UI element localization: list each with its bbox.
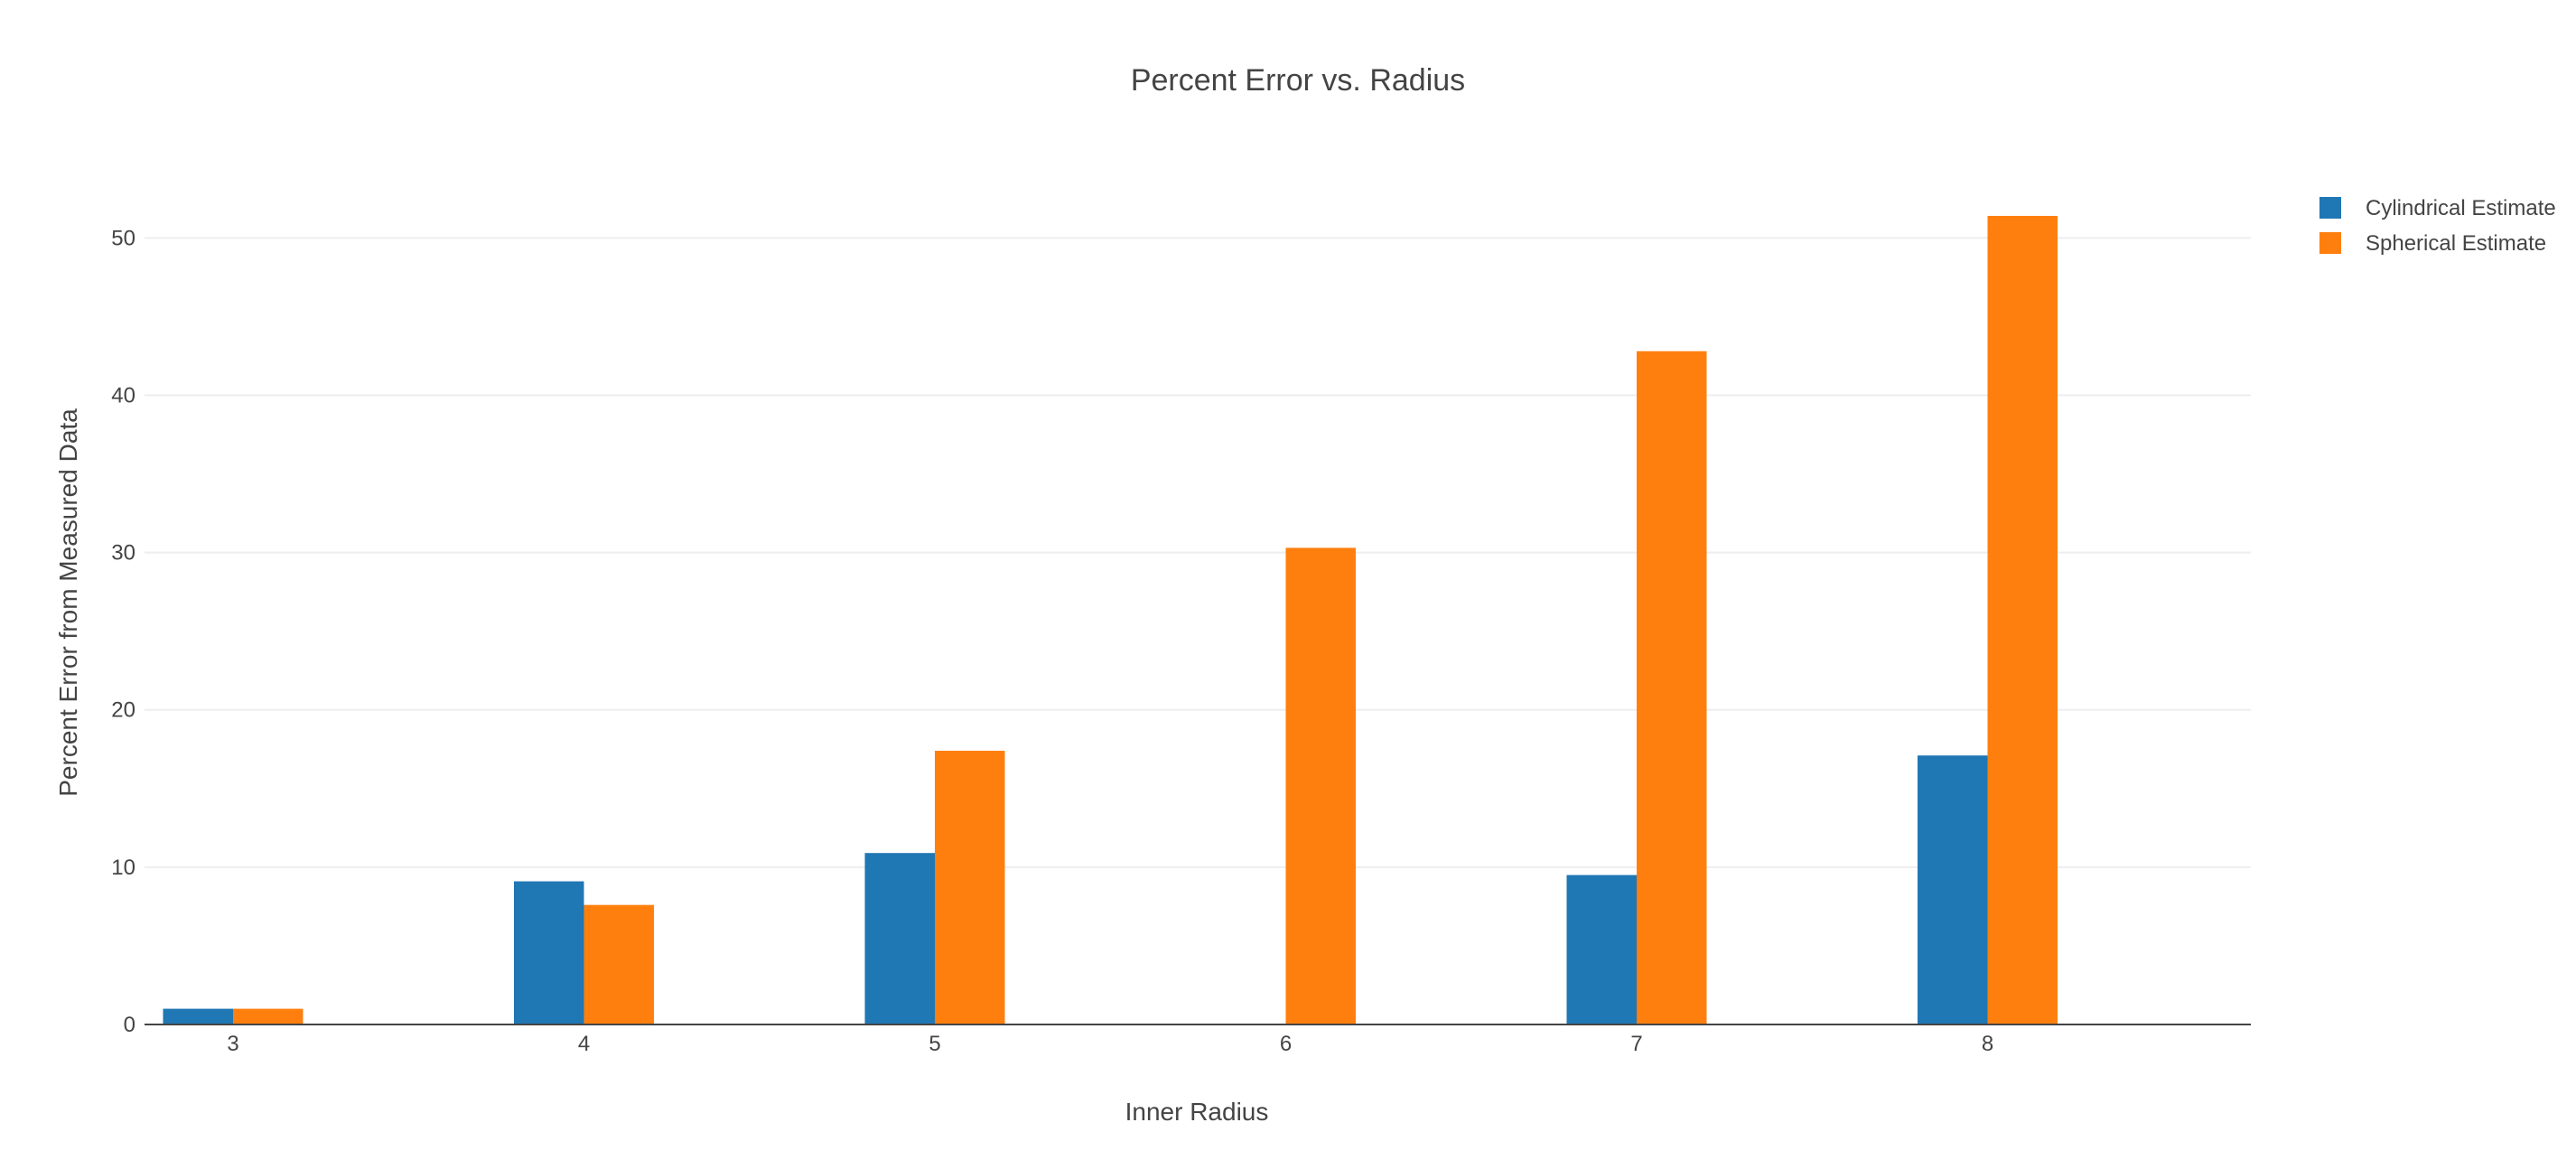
bar-spherical-estimate-8 — [1987, 215, 2058, 1025]
legend-swatch-cylindrical-estimate[interactable] — [2319, 197, 2341, 219]
gridlines — [145, 237, 2251, 868]
bar-cylindrical-estimate-3 — [163, 1008, 233, 1024]
bar-spherical-estimate-7 — [1637, 351, 1707, 1024]
y-tick-label-10: 10 — [111, 856, 135, 880]
x-axis-title: Inner Radius — [1125, 1098, 1269, 1126]
chart-title: Percent Error vs. Radius — [1131, 63, 1465, 98]
bar-cylindrical-estimate-8 — [1918, 755, 1988, 1024]
bars — [163, 215, 2058, 1025]
y-tick-label-30: 30 — [111, 541, 135, 566]
legend: Cylindrical Estimate Spherical Estimate — [2319, 196, 2556, 256]
y-tick-label-50: 50 — [111, 226, 135, 250]
y-axis-title: Percent Error from Measured Data — [54, 408, 82, 797]
x-tick-label-3: 3 — [227, 1032, 238, 1056]
y-tick-label-20: 20 — [111, 698, 135, 723]
x-tick-labels: 3 4 5 6 7 8 — [227, 1032, 1993, 1056]
bar-cylindrical-estimate-7 — [1566, 875, 1637, 1024]
bar-spherical-estimate-6 — [1285, 547, 1356, 1024]
x-tick-label-5: 5 — [929, 1032, 940, 1056]
bar-spherical-estimate-3 — [233, 1008, 303, 1024]
legend-label-cylindrical-estimate[interactable]: Cylindrical Estimate — [2366, 196, 2556, 220]
legend-label-spherical-estimate[interactable]: Spherical Estimate — [2366, 231, 2546, 256]
y-tick-label-40: 40 — [111, 383, 135, 407]
x-tick-label-7: 7 — [1630, 1032, 1642, 1056]
y-tick-label-0: 0 — [124, 1013, 135, 1037]
bar-spherical-estimate-5 — [935, 751, 1005, 1024]
y-tick-labels: 0 10 20 30 40 50 — [111, 226, 135, 1037]
bar-cylindrical-estimate-5 — [864, 853, 935, 1024]
x-tick-label-6: 6 — [1280, 1032, 1292, 1056]
x-tick-label-8: 8 — [1982, 1032, 1993, 1056]
bar-spherical-estimate-4 — [583, 904, 654, 1024]
x-tick-label-4: 4 — [578, 1032, 590, 1056]
bar-cylindrical-estimate-4 — [514, 881, 584, 1024]
legend-swatch-spherical-estimate[interactable] — [2319, 232, 2341, 254]
